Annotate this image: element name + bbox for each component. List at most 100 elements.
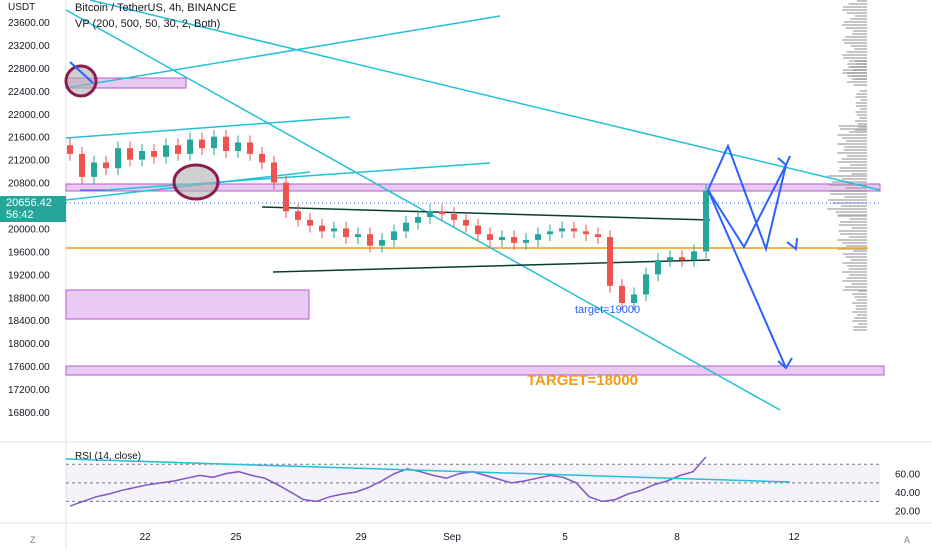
y-tick-label: 23200.00: [8, 41, 50, 52]
volume-profile-bar: [838, 125, 867, 127]
volume-profile-bar: [847, 81, 867, 83]
y-tick-label: 22000.00: [8, 110, 50, 121]
volume-profile-bar: [827, 208, 867, 210]
volume-profile-bar: [853, 84, 867, 86]
candle-body: [499, 237, 505, 240]
auto-scale-button[interactable]: A: [904, 535, 911, 545]
highlight-circle-1: [64, 64, 98, 98]
y-tick-label: 19200.00: [8, 270, 50, 281]
candle-body: [667, 257, 673, 261]
volume-profile-bar: [844, 196, 867, 198]
volume-profile-bar: [851, 227, 867, 229]
volume-profile-bar: [838, 224, 867, 226]
volume-profile-bar: [852, 293, 867, 295]
volume-profile-bar: [842, 69, 867, 71]
candle-body: [607, 237, 613, 286]
volume-profile-bar: [838, 170, 867, 172]
volume-profile-bar: [847, 75, 867, 77]
candle-body: [655, 260, 661, 275]
volume-profile-bar: [837, 134, 867, 136]
volume-profile-bar: [857, 0, 867, 2]
y-tick-label: 20000.00: [8, 224, 50, 235]
volume-profile-bar: [845, 187, 867, 189]
target-main-label: TARGET=18000: [527, 372, 639, 389]
candle-body: [319, 225, 325, 232]
volume-profile-bar: [846, 51, 867, 53]
volume-profile-bar: [843, 289, 867, 291]
candle-body: [511, 237, 517, 243]
candle-body: [307, 219, 313, 226]
y-tick-label: 18000.00: [8, 339, 50, 350]
candle-body: [703, 190, 709, 252]
volume-profile-bar: [855, 120, 867, 122]
volume-profile-bar: [841, 158, 867, 160]
candle-body: [595, 234, 601, 238]
volume-profile-bar: [845, 36, 867, 38]
volume-profile-bar: [846, 12, 867, 14]
candle-body: [223, 136, 229, 152]
candle-body: [127, 148, 133, 160]
candle-body: [523, 239, 529, 243]
volume-profile-bar: [839, 221, 867, 223]
volume-profile-bar: [837, 143, 867, 145]
candle-body: [271, 162, 277, 183]
candle-body: [679, 257, 685, 261]
y-tick-label: 21200.00: [8, 156, 50, 167]
x-tick-label: 12: [788, 532, 800, 543]
volume-profile-bar: [844, 146, 867, 148]
triangle-lower-line: [272, 259, 711, 273]
volume-profile-bar: [840, 205, 867, 207]
candle-body: [403, 222, 409, 232]
volume-profile-bar: [855, 96, 867, 98]
volume-profile-bar: [850, 45, 867, 47]
y-tick-label: 21600.00: [8, 133, 50, 144]
y-tick-label: 22800.00: [8, 64, 50, 75]
candle-body: [571, 228, 577, 232]
arrow-head: [786, 237, 798, 251]
volume-profile-bar: [859, 117, 867, 119]
volume-profile-bar: [842, 242, 867, 244]
volume-profile-bar: [844, 42, 867, 44]
indicator-title: VP (200, 500, 50, 30, 2, Both): [75, 18, 221, 30]
volume-profile-bar: [843, 6, 867, 8]
volume-profile-bar: [842, 54, 867, 56]
zone-2: [65, 289, 310, 320]
volume-profile-bar: [852, 311, 867, 313]
forecast-arrow-2: [707, 189, 787, 369]
bar-countdown: 56:42: [6, 209, 34, 221]
candle-body: [163, 145, 169, 157]
volume-profile-bar: [854, 317, 867, 319]
volume-profile-bar: [842, 280, 867, 282]
volume-profile-bar: [848, 60, 867, 62]
volume-profile-bar: [837, 161, 867, 163]
trend-line-0: [65, 9, 781, 411]
volume-profile-bar: [856, 314, 867, 316]
volume-profile-bar: [848, 66, 867, 68]
candle-body: [259, 153, 265, 163]
volume-profile-bar: [829, 190, 867, 192]
rsi-trend-line: [65, 458, 791, 483]
volume-profile-bar: [851, 283, 867, 285]
y-tick-label: 22400.00: [8, 87, 50, 98]
volume-profile-bar: [854, 15, 867, 17]
volume-profile-bar: [852, 320, 867, 322]
volume-profile-bar: [856, 93, 867, 95]
forecast-arrow-0: [707, 143, 787, 253]
volume-profile-bar: [842, 72, 867, 74]
current-price-tag: 20656.42 56:42: [0, 196, 66, 222]
volume-profile-bar: [837, 152, 867, 154]
volume-profile-bar: [853, 250, 867, 252]
y-tick-label: 16800.00: [8, 408, 50, 419]
volume-profile-bar: [842, 39, 867, 41]
zoom-button[interactable]: Z: [30, 535, 36, 545]
volume-profile-bar: [856, 299, 867, 301]
rsi-title: RSI (14, close): [75, 451, 141, 462]
x-tick-label: Sep: [443, 532, 461, 543]
volume-profile-bar: [841, 178, 867, 180]
volume-profile-bar: [849, 218, 867, 220]
candle-body: [91, 162, 97, 177]
volume-profile-bar: [855, 105, 867, 107]
zone-3: [65, 365, 885, 376]
arrow-head: [777, 155, 791, 167]
